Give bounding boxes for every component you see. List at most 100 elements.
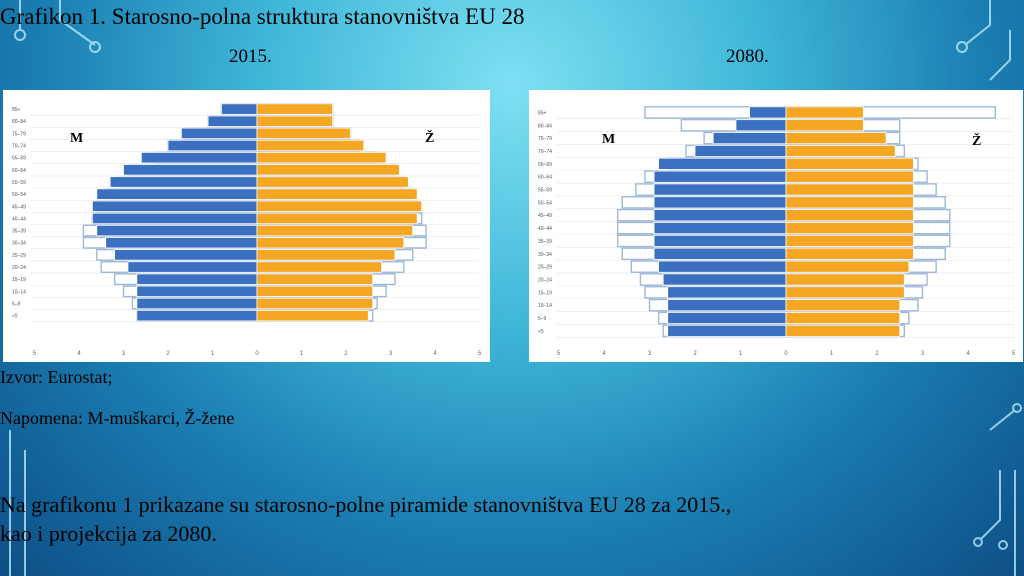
bar-female xyxy=(785,234,914,247)
bar-female xyxy=(256,273,374,285)
age-group-label: 25–29 xyxy=(12,253,26,259)
age-group-label: 75–79 xyxy=(12,131,26,137)
bar-female xyxy=(256,115,334,127)
age-group-label: 30–34 xyxy=(538,252,552,258)
female-label: Ž xyxy=(425,129,434,146)
axis-tick-label: 0 xyxy=(255,351,259,357)
bar-male xyxy=(653,234,787,247)
age-group-label: 60–64 xyxy=(12,168,26,174)
bar-female xyxy=(256,224,414,237)
age-group-label: 5–9 xyxy=(12,301,21,307)
chart-title: Grafikon 1. Starosno-polna struktura sta… xyxy=(0,4,525,29)
age-group-label: 45–49 xyxy=(538,213,552,219)
bar-male xyxy=(136,309,258,322)
age-group-label: 45–49 xyxy=(12,204,26,210)
axis-tick-label: 4 xyxy=(433,351,437,357)
bar-male xyxy=(667,311,787,325)
bar-female xyxy=(256,249,396,261)
chart-panel-2080: <5 5–9 10–14 15–19 20–24 25–29 30–34 35–39 40–44… xyxy=(529,90,1023,362)
age-group-label: 30–34 xyxy=(12,241,26,247)
year-label-2015: 2015. xyxy=(229,46,272,67)
bar-female xyxy=(785,132,887,145)
bar-male xyxy=(136,273,258,285)
age-group-label: 55–59 xyxy=(12,180,26,186)
bar-male xyxy=(207,115,258,127)
bar-female xyxy=(256,139,365,152)
axis-tick-label: 3 xyxy=(389,351,393,357)
bar-male xyxy=(694,144,787,157)
bar-male xyxy=(123,164,258,176)
bar-male xyxy=(136,285,258,298)
bar-male xyxy=(658,157,787,170)
bar-male xyxy=(167,139,258,152)
year-label-2080: 2080. xyxy=(726,46,769,67)
age-group-label: 65–69 xyxy=(538,162,552,168)
axis-tick-label: 1 xyxy=(830,351,834,357)
bar-female xyxy=(256,285,374,298)
bar-male xyxy=(653,196,787,209)
axis-tick-label: 3 xyxy=(122,351,126,357)
bar-female xyxy=(256,188,418,200)
axis-tick-label: 2 xyxy=(344,351,348,357)
axis-tick-label: 5 xyxy=(478,351,482,357)
axis-tick-label: 1 xyxy=(739,351,743,357)
age-group-label: 40–44 xyxy=(12,216,26,222)
bar-male xyxy=(91,200,258,212)
age-group-label: 50–54 xyxy=(12,192,26,198)
axis-tick-label: 1 xyxy=(300,351,304,357)
age-group-label: <5 xyxy=(12,314,18,320)
age-group-label: 80–84 xyxy=(538,123,552,129)
body-text-line-2: kao i projekcija za 2080. xyxy=(0,521,217,546)
axis-tick-label: 5 xyxy=(1012,351,1016,357)
bar-male xyxy=(653,209,787,222)
bar-male xyxy=(653,183,787,196)
axis-tick-label: 4 xyxy=(966,351,970,357)
bar-female xyxy=(256,164,400,176)
bar-female xyxy=(785,106,864,119)
age-group-label: 85+ xyxy=(12,107,21,113)
bar-male xyxy=(653,222,787,235)
age-group-label: 65–69 xyxy=(12,156,26,162)
bar-male xyxy=(653,170,787,183)
age-group-label: 40–44 xyxy=(538,226,552,232)
bar-female xyxy=(256,200,423,212)
bar-female xyxy=(785,157,914,170)
bar-female xyxy=(256,176,409,188)
age-group-label: <5 xyxy=(538,329,544,335)
axis-tick-label: 4 xyxy=(77,351,81,357)
bar-male xyxy=(180,127,258,140)
bar-male xyxy=(658,260,787,273)
axis-tick-label: 1 xyxy=(211,351,215,357)
body-text-line-1: Na grafikonu 1 prikazane su starosno-pol… xyxy=(0,492,732,517)
age-group-label: 25–29 xyxy=(538,265,552,271)
axis-tick-label: 4 xyxy=(602,351,606,357)
age-group-label: 15–19 xyxy=(538,290,552,296)
bar-female xyxy=(256,237,405,249)
bar-male xyxy=(140,152,258,164)
legend-note: Napomena: M-muškarci, Ž-žene xyxy=(0,408,235,428)
chart-panel-2015: <5 5–9 10–14 15–19 20–24 25–29 30–34 35–39 40–44… xyxy=(3,90,490,362)
bar-female xyxy=(256,152,387,164)
age-group-label: 70–74 xyxy=(538,149,552,155)
age-group-label: 50–54 xyxy=(538,200,552,206)
bar-male xyxy=(667,299,787,312)
age-group-label: 20–24 xyxy=(12,265,26,271)
age-group-label: 85+ xyxy=(538,110,547,116)
axis-tick-label: 2 xyxy=(166,351,170,357)
bar-female xyxy=(785,299,901,312)
bar-male xyxy=(653,247,787,260)
bar-female xyxy=(785,209,914,222)
male-label: M xyxy=(602,132,615,147)
bar-female xyxy=(256,103,334,115)
age-group-label: 10–14 xyxy=(12,289,26,295)
pyramid-chart-2015: <5 5–9 10–14 15–19 20–24 25–29 30–34 35–39 40–44… xyxy=(12,103,482,357)
bar-male xyxy=(667,286,787,299)
bar-female xyxy=(785,144,896,157)
bar-male xyxy=(91,212,258,225)
age-group-label: 35–39 xyxy=(12,229,26,235)
bar-male xyxy=(127,261,258,273)
age-group-label: 20–24 xyxy=(538,277,552,283)
age-group-label: 35–39 xyxy=(538,239,552,245)
bar-female xyxy=(785,196,914,209)
age-group-label: 55–59 xyxy=(538,188,552,194)
